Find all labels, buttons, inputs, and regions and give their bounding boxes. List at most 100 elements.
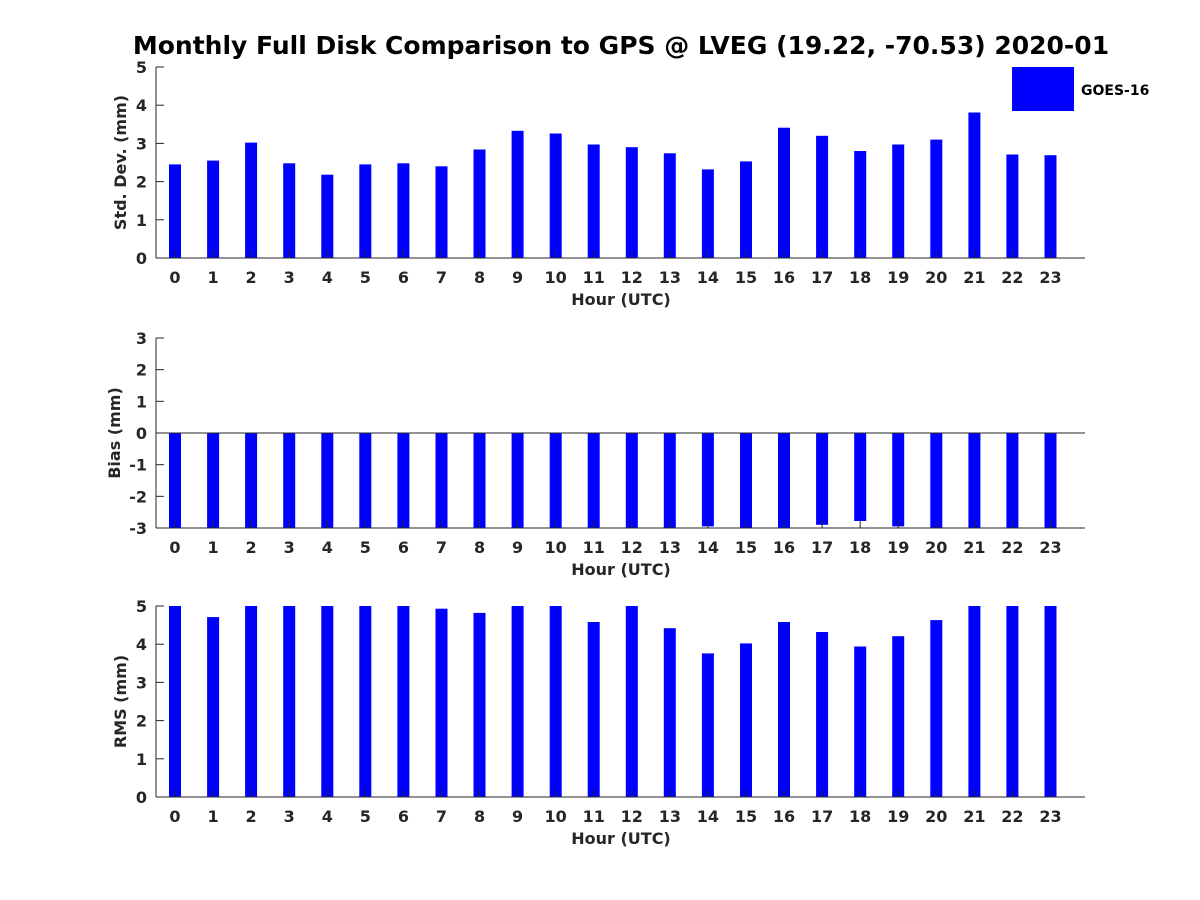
y-tick-label: 3 <box>136 673 147 692</box>
x-axis-label: Hour (UTC) <box>571 829 671 848</box>
x-tick-label: 20 <box>925 268 947 287</box>
bar <box>207 160 220 258</box>
x-tick-label: 19 <box>887 807 909 826</box>
x-tick-label: 2 <box>246 268 257 287</box>
bar <box>854 151 867 258</box>
bar <box>283 433 296 528</box>
bar <box>169 606 181 797</box>
bar <box>701 653 714 797</box>
x-tick-label: 5 <box>360 538 371 557</box>
bar <box>397 606 410 797</box>
x-tick-label: 3 <box>284 538 295 557</box>
y-tick-label: 2 <box>136 712 147 731</box>
bar <box>968 433 981 528</box>
y-tick-label: 3 <box>136 329 147 348</box>
x-tick-label: 4 <box>322 268 333 287</box>
bar <box>930 139 943 258</box>
bar <box>397 163 410 258</box>
bar <box>473 149 486 258</box>
x-tick-label: 12 <box>621 807 643 826</box>
x-tick-label: 1 <box>207 268 218 287</box>
x-tick-label: 17 <box>811 538 833 557</box>
x-tick-label: 19 <box>887 268 909 287</box>
legend-label: GOES-16 <box>1081 83 1149 99</box>
x-tick-label: 7 <box>436 807 447 826</box>
x-tick-label: 5 <box>360 807 371 826</box>
bar <box>549 433 562 528</box>
bar <box>663 433 676 528</box>
bar <box>511 130 524 258</box>
bar <box>740 643 752 797</box>
bar <box>587 433 600 528</box>
x-tick-label: 13 <box>659 807 681 826</box>
bar <box>816 433 829 525</box>
x-tick-label: 22 <box>1001 268 1023 287</box>
x-tick-label: 7 <box>436 268 447 287</box>
bar <box>968 112 981 258</box>
y-tick-label: 4 <box>136 96 147 115</box>
x-tick-label: 15 <box>735 268 757 287</box>
bar <box>778 127 790 258</box>
x-tick-label: 3 <box>284 807 295 826</box>
x-tick-label: 10 <box>545 268 567 287</box>
bar <box>359 433 372 528</box>
bar <box>473 612 486 797</box>
bar <box>663 153 676 258</box>
x-tick-label: 16 <box>773 538 795 557</box>
bar <box>778 433 790 528</box>
bar <box>473 433 486 528</box>
bar <box>1044 433 1057 528</box>
bar <box>283 606 296 797</box>
y-tick-label: 1 <box>136 211 147 230</box>
x-tick-label: 20 <box>925 807 947 826</box>
bar <box>1044 155 1057 258</box>
x-tick-label: 18 <box>849 807 871 826</box>
y-axis-label: RMS (mm) <box>111 655 130 748</box>
y-tick-label: 1 <box>136 750 147 769</box>
bar <box>892 433 905 527</box>
bar <box>511 606 524 797</box>
x-tick-label: 2 <box>246 807 257 826</box>
bar <box>397 433 410 528</box>
bar <box>930 433 943 528</box>
bar <box>549 133 562 258</box>
x-tick-label: 11 <box>583 807 605 826</box>
y-tick-label: 0 <box>136 424 147 443</box>
x-tick-label: 15 <box>735 538 757 557</box>
x-tick-label: 13 <box>659 268 681 287</box>
bar <box>245 142 258 258</box>
x-axis-label: Hour (UTC) <box>571 560 671 579</box>
x-axis-label: Hour (UTC) <box>571 290 671 309</box>
y-axis-label: Std. Dev. (mm) <box>111 95 130 230</box>
bar <box>435 433 448 528</box>
x-tick-label: 15 <box>735 807 757 826</box>
bar <box>321 174 334 258</box>
x-tick-label: 6 <box>398 538 409 557</box>
x-tick-label: 22 <box>1001 807 1023 826</box>
x-tick-label: 21 <box>963 807 985 826</box>
bar <box>625 606 638 797</box>
bar <box>625 147 638 258</box>
bar <box>1006 606 1019 797</box>
x-tick-label: 11 <box>583 538 605 557</box>
bar <box>587 144 600 258</box>
bar <box>892 636 905 797</box>
y-tick-label: 2 <box>136 361 147 380</box>
bar <box>587 622 600 797</box>
y-tick-label: 5 <box>136 58 147 77</box>
x-tick-label: 19 <box>887 538 909 557</box>
y-tick-label: -1 <box>129 456 147 475</box>
bar <box>245 606 258 797</box>
x-tick-label: 0 <box>169 268 180 287</box>
bar <box>1006 433 1019 528</box>
bar <box>549 606 562 797</box>
legend: GOES-16 <box>1012 67 1149 111</box>
bar <box>778 622 790 797</box>
bar <box>511 433 524 528</box>
x-tick-label: 4 <box>322 807 333 826</box>
y-tick-label: 0 <box>136 788 147 807</box>
x-tick-label: 14 <box>697 268 719 287</box>
